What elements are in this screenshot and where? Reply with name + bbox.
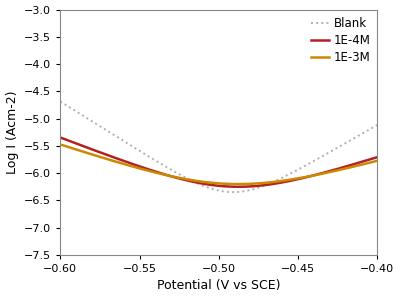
1E-3M xyxy=(236,182,241,186)
Line: Blank: Blank xyxy=(60,101,377,192)
1E-3M xyxy=(210,181,215,185)
Line: 1E-4M: 1E-4M xyxy=(60,137,377,187)
1E-3M xyxy=(208,181,213,184)
Line: 1E-3M: 1E-3M xyxy=(60,145,377,184)
1E-4M xyxy=(375,155,380,159)
1E-3M xyxy=(58,143,63,146)
1E-4M xyxy=(368,157,373,161)
1E-3M xyxy=(375,159,380,162)
Blank xyxy=(230,190,234,194)
1E-3M xyxy=(247,182,252,186)
Blank xyxy=(210,187,215,191)
Blank xyxy=(208,187,213,190)
1E-4M xyxy=(58,136,63,139)
1E-4M xyxy=(318,172,323,175)
Legend: Blank, 1E-4M, 1E-3M: Blank, 1E-4M, 1E-3M xyxy=(306,12,375,69)
1E-4M xyxy=(236,185,241,189)
Blank xyxy=(318,155,323,159)
Y-axis label: Log I (Acm-2): Log I (Acm-2) xyxy=(6,91,18,174)
X-axis label: Potential (V vs SCE): Potential (V vs SCE) xyxy=(157,280,280,292)
1E-4M xyxy=(247,185,252,188)
Blank xyxy=(375,123,380,127)
1E-4M xyxy=(230,185,234,188)
1E-3M xyxy=(230,182,234,186)
1E-4M xyxy=(208,183,213,187)
Blank xyxy=(58,100,63,103)
Blank xyxy=(247,188,252,192)
Blank xyxy=(231,190,236,194)
Blank xyxy=(368,127,373,131)
1E-3M xyxy=(368,161,373,164)
1E-3M xyxy=(318,172,323,176)
1E-4M xyxy=(210,183,215,187)
